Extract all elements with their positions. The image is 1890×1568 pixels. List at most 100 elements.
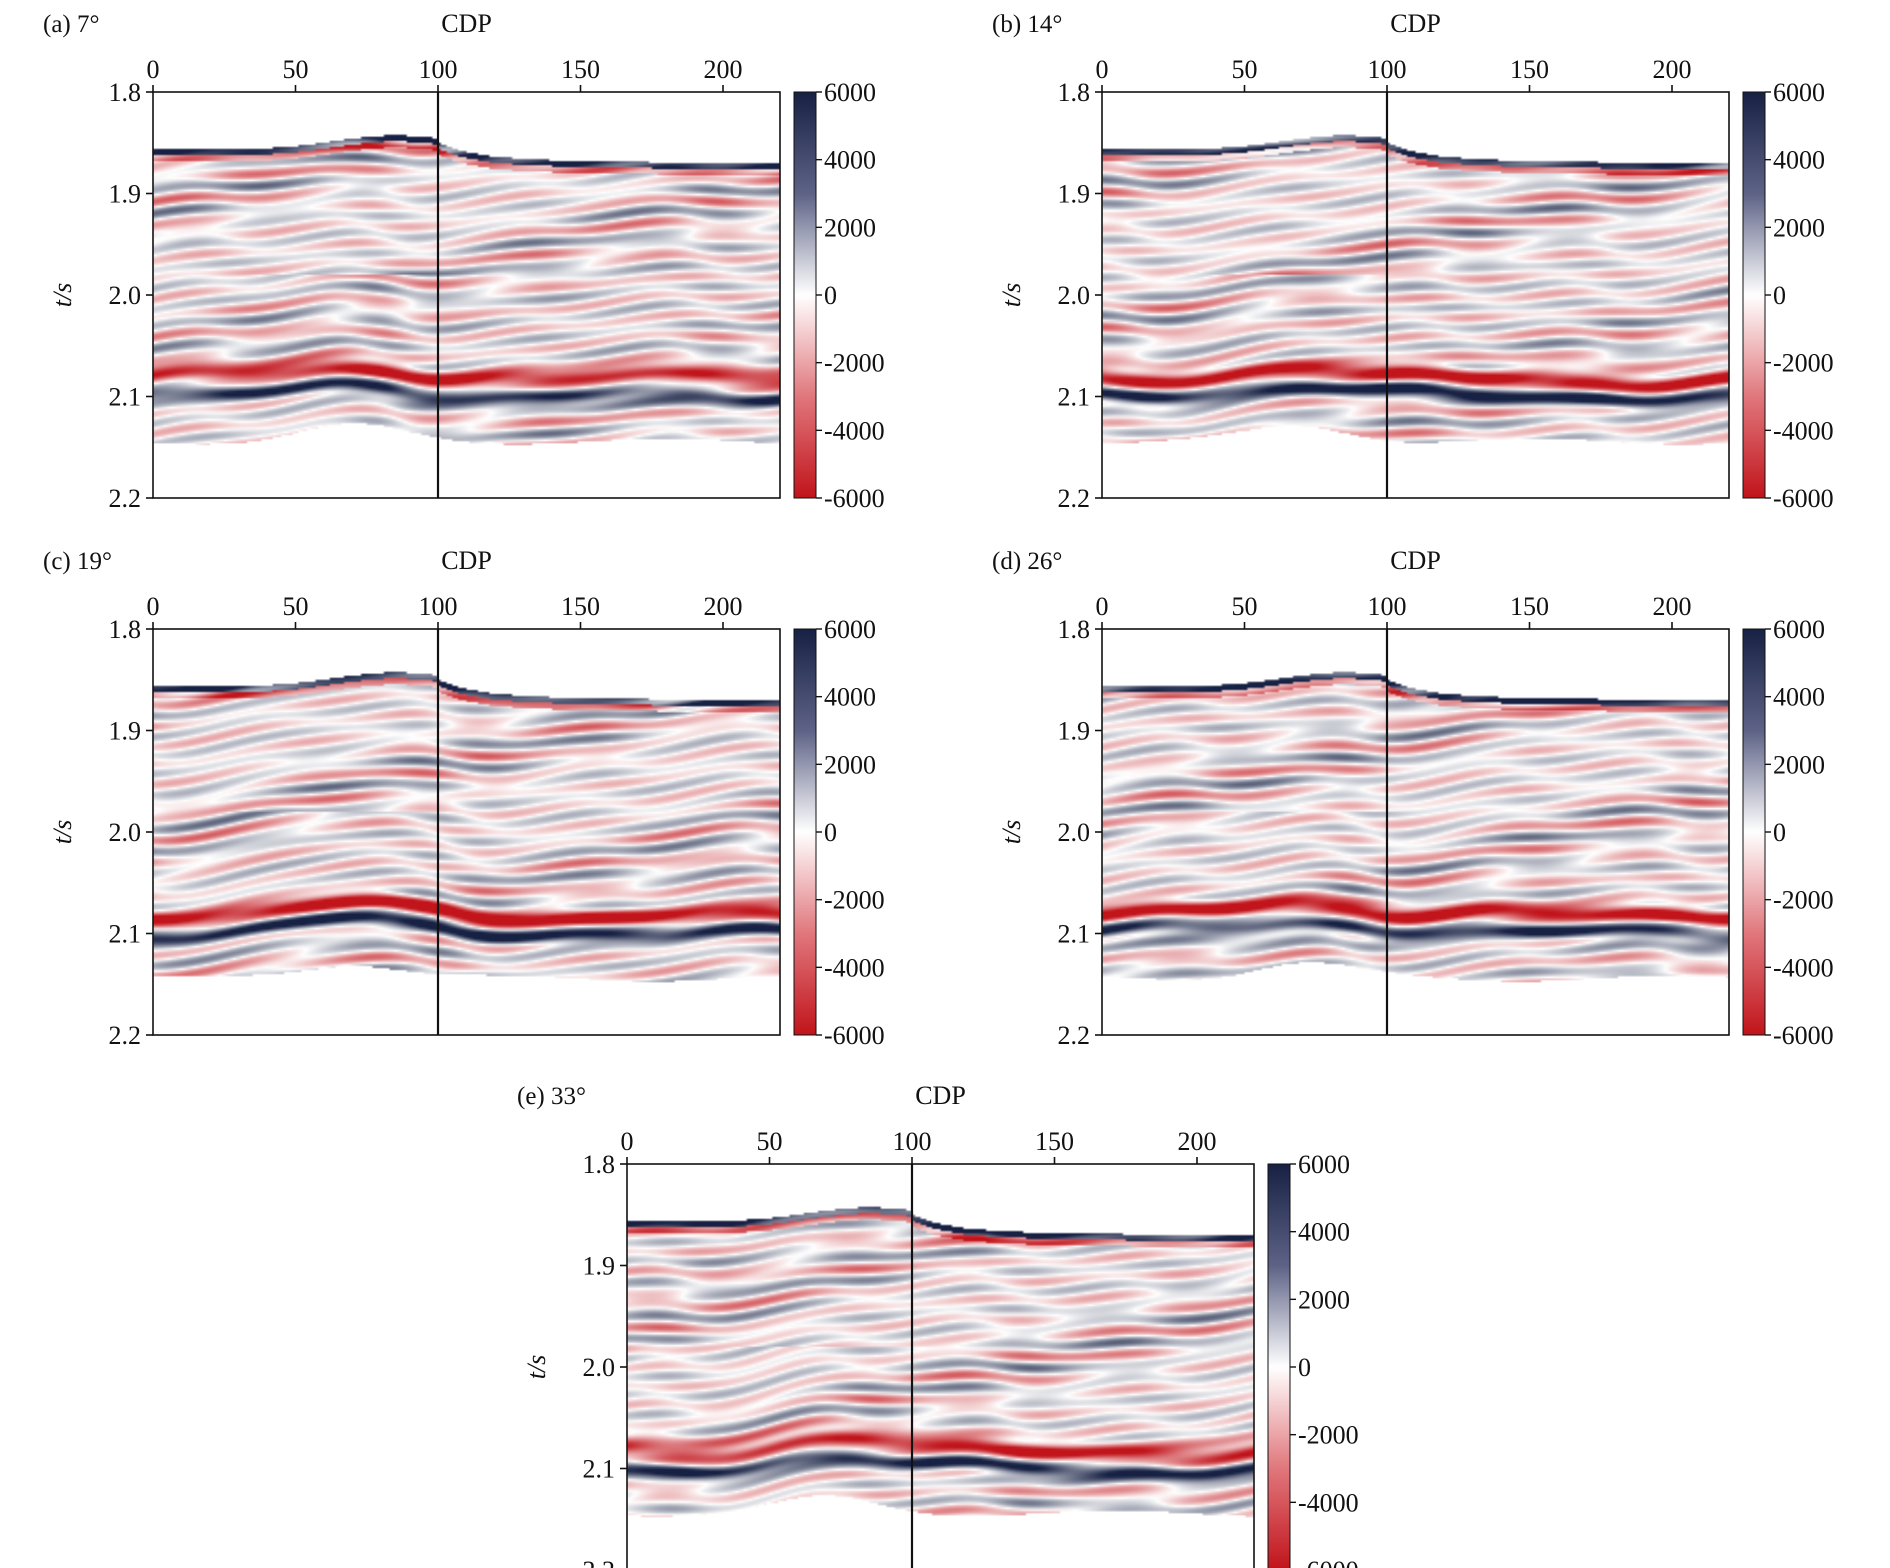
y-tick-label: 1.8 [1058,615,1091,644]
y-tick-label: 2.2 [109,1021,142,1050]
colorbar-tick-label: 6000 [824,615,876,644]
colorbar-tick-label: -2000 [824,886,885,915]
y-axis-label: t/s [997,283,1026,308]
panel-c: (c) 19° CDP 0 50 100 150 200 1.8 1.9 2.0 2.1 2.2 t/s… [43,546,885,1050]
seismic-section-image [153,92,780,498]
colorbar-tick-label: 6000 [1298,1150,1350,1179]
colorbar-tick-label: -4000 [1298,1488,1359,1517]
x-tick-label: 50 [283,55,309,84]
x-axis-label: CDP [1390,546,1441,575]
x-tick-label: 150 [1510,592,1549,621]
x-tick-label: 0 [147,55,160,84]
y-tick-label: 2.1 [583,1455,616,1484]
y-tick-label: 1.9 [109,180,142,209]
y-tick-label: 2.0 [1058,818,1091,847]
x-tick-label: 100 [893,1127,932,1156]
y-tick-label: 2.2 [109,484,142,513]
x-tick-label: 150 [561,592,600,621]
colorbar-tick-label: 0 [824,281,837,310]
x-tick-label: 150 [1035,1127,1074,1156]
x-tick-label: 150 [561,55,600,84]
x-tick-label: 200 [1178,1127,1217,1156]
y-tick-label: 1.8 [109,78,142,107]
x-tick-label: 0 [147,592,160,621]
y-axis-label: t/s [48,283,77,308]
x-tick-label: 200 [704,55,743,84]
x-tick-label: 100 [1368,592,1407,621]
colorbar-tick-label: 0 [824,818,837,847]
colorbar-tick-label: -2000 [1773,886,1834,915]
x-tick-label: 200 [704,592,743,621]
colorbar-tick-label: -6000 [1773,1021,1834,1050]
colorbar-tick-label: 2000 [824,213,876,242]
x-tick-label: 200 [1653,55,1692,84]
y-tick-label: 1.9 [583,1252,616,1281]
colorbar-tick-label: -6000 [824,1021,885,1050]
panel-a: (a) 7° CDP 0 50 100 150 200 1.8 1.9 2.0 2.1 2.2 t/s 6… [43,9,885,513]
x-tick-label: 50 [1232,55,1258,84]
colorbar-tick-label: 6000 [824,78,876,107]
colorbar-tick-label: -6000 [1773,484,1834,513]
colorbar [1267,1163,1291,1568]
panel-e: (e) 33° CDP 0 50 100 150 200 1.8 1.9 2.0 2.1 2.2 t/s… [517,1081,1359,1568]
y-tick-label: 2.1 [109,383,142,412]
x-tick-label: 100 [419,592,458,621]
x-axis-label: CDP [441,546,492,575]
x-tick-label: 0 [1096,55,1109,84]
panel-d: (d) 26° CDP 0 50 100 150 200 1.8 1.9 2.0 2.1 2.2 t/s… [992,546,1834,1050]
panel-label: (d) 26° [992,548,1062,575]
y-tick-label: 2.1 [1058,383,1091,412]
x-axis-label: CDP [441,9,492,38]
x-tick-label: 200 [1653,592,1692,621]
colorbar-tick-label: 2000 [1773,213,1825,242]
x-tick-label: 50 [757,1127,783,1156]
colorbar-tick-label: 4000 [1773,683,1825,712]
colorbar-tick-label: -4000 [824,953,885,982]
colorbar-tick-label: -4000 [1773,953,1834,982]
x-tick-label: 0 [1096,592,1109,621]
colorbar-tick-label: -2000 [1298,1421,1359,1450]
colorbar-tick-label: -4000 [824,416,885,445]
y-tick-label: 2.0 [109,281,142,310]
panel-label: (a) 7° [43,11,100,38]
colorbar-tick-label: -2000 [1773,349,1834,378]
y-tick-label: 1.9 [109,717,142,746]
colorbar-tick-label: 4000 [1298,1218,1350,1247]
y-tick-label: 2.0 [1058,281,1091,310]
panel-label: (e) 33° [517,1083,586,1110]
colorbar-tick-label: 4000 [824,683,876,712]
seismic-section-image [1102,92,1729,498]
colorbar-tick-label: -2000 [824,349,885,378]
colorbar-tick-label: 0 [1773,818,1786,847]
x-tick-label: 150 [1510,55,1549,84]
y-tick-label: 2.2 [583,1556,616,1568]
y-tick-label: 1.8 [583,1150,616,1179]
y-tick-label: 1.8 [109,615,142,644]
y-axis-label: t/s [997,820,1026,845]
seismic-section-image [153,629,780,1035]
y-tick-label: 2.1 [1058,920,1091,949]
x-tick-label: 50 [283,592,309,621]
colorbar [793,91,817,499]
y-tick-label: 1.9 [1058,180,1091,209]
colorbar-tick-label: -6000 [1298,1556,1359,1568]
panel-label: (c) 19° [43,548,112,575]
x-tick-label: 50 [1232,592,1258,621]
colorbar [1742,628,1766,1036]
colorbar-tick-label: 4000 [824,146,876,175]
y-axis-label: t/s [522,1355,551,1380]
colorbar-tick-label: 0 [1298,1353,1311,1382]
y-axis-label: t/s [48,820,77,845]
y-tick-label: 1.9 [1058,717,1091,746]
x-tick-label: 100 [1368,55,1407,84]
seismic-section-image [627,1164,1254,1568]
colorbar [793,628,817,1036]
colorbar-tick-label: -4000 [1773,416,1834,445]
panel-b: (b) 14° CDP 0 50 100 150 200 1.8 1.9 2.0 2.1 2.2 t/s… [992,9,1834,513]
colorbar-tick-label: -6000 [824,484,885,513]
y-tick-label: 2.2 [1058,1021,1091,1050]
y-tick-label: 1.8 [1058,78,1091,107]
colorbar-tick-label: 4000 [1773,146,1825,175]
x-tick-label: 100 [419,55,458,84]
